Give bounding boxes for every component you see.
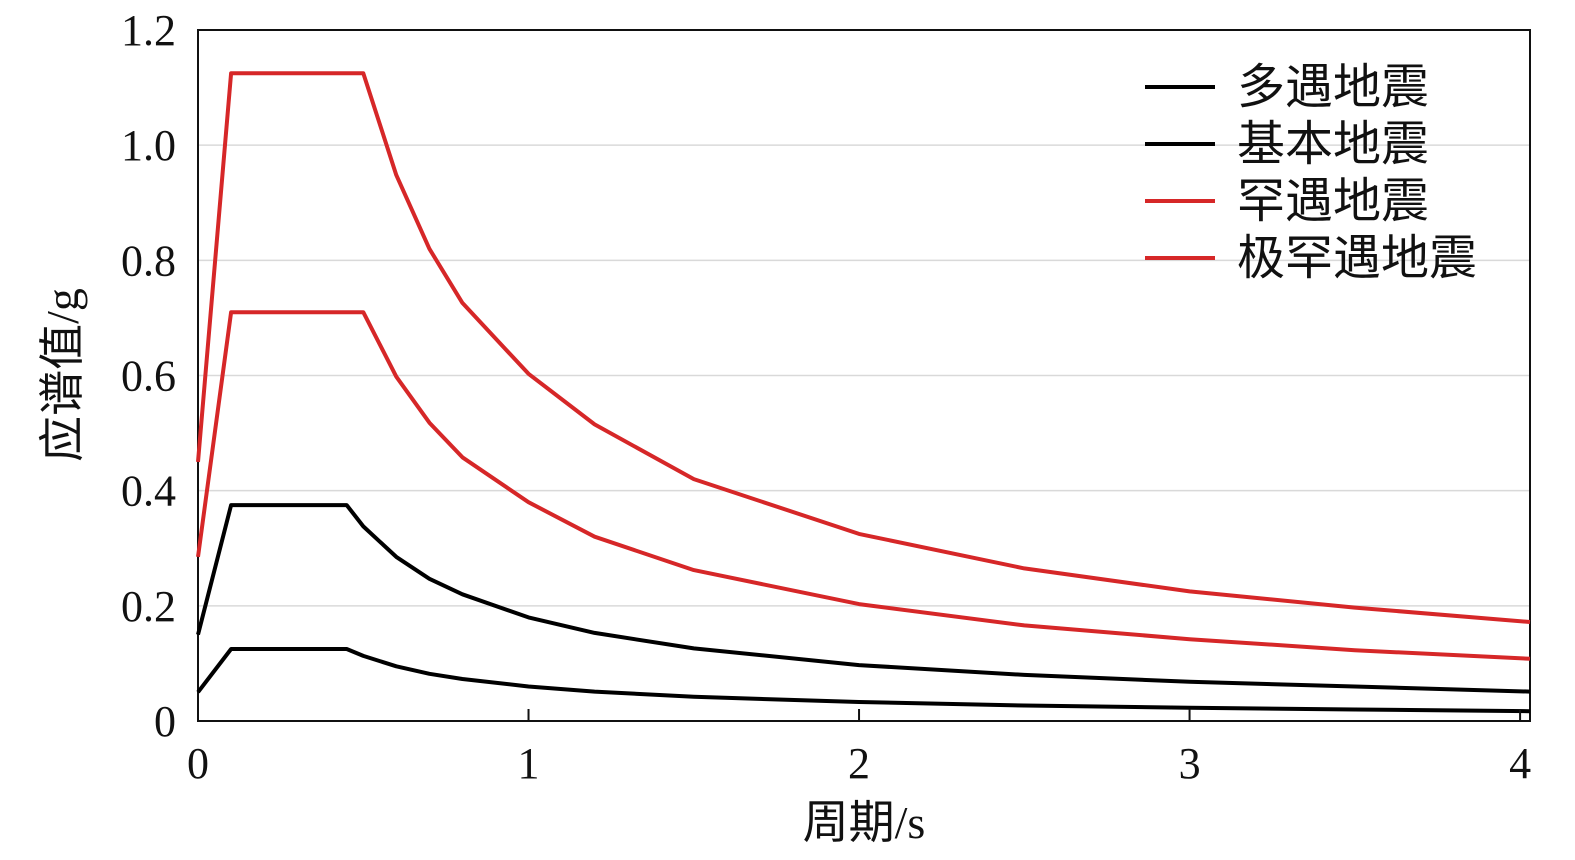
x-tick-label: 4: [1509, 739, 1531, 788]
x-tick-label: 2: [848, 739, 870, 788]
legend-label: 极罕遇地震: [1237, 232, 1477, 285]
y-tick-label: 0.4: [121, 467, 176, 516]
y-tick-label: 1.0: [121, 121, 176, 170]
y-axis-ticks: 0 0.2 0.4 0.6 0.8 1.0 1.2: [121, 6, 176, 746]
x-tick-label: 0: [187, 739, 209, 788]
x-tick-label: 3: [1179, 739, 1201, 788]
gridlines: [198, 144, 1530, 607]
x-tick-label: 1: [518, 739, 540, 788]
series-line-4: [196, 71, 1531, 624]
x-axis-ticks: 0 1 2 3 4: [187, 709, 1531, 788]
y-tick-label: 0.8: [121, 236, 176, 285]
legend-label: 基本地震: [1237, 118, 1429, 171]
y-tick-label: 0.6: [121, 352, 176, 401]
series-line-2: [196, 503, 1531, 694]
y-tick-label: 0.2: [121, 582, 176, 631]
legend-label: 罕遇地震: [1237, 175, 1429, 228]
plot-frame: [197, 29, 1531, 722]
series-line-3: [196, 310, 1531, 661]
legend-label: 多遇地震: [1237, 61, 1429, 114]
x-axis-title: 周期/s: [803, 797, 926, 848]
y-tick-label: 1.2: [121, 6, 176, 55]
series-group: [196, 71, 1531, 714]
y-axis-title: 应谱值/g: [37, 288, 88, 462]
y-tick-label: 0: [154, 697, 176, 746]
series-line-1: [196, 647, 1531, 714]
